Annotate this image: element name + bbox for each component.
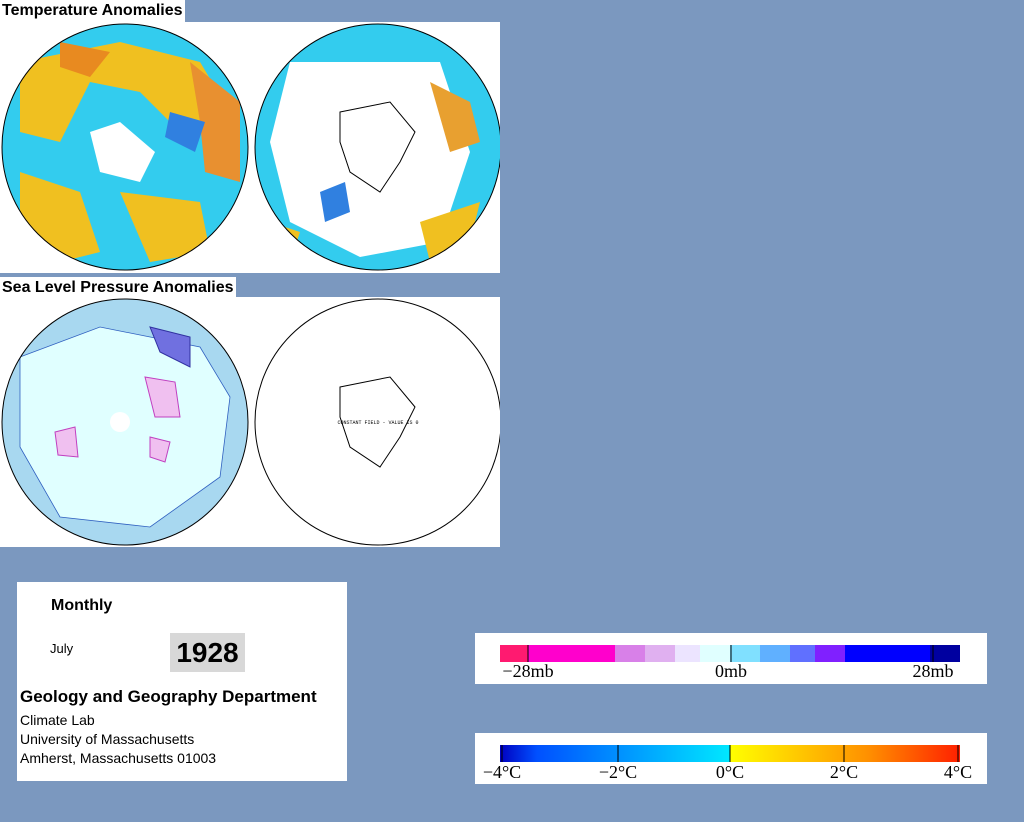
- temperature-title: Temperature Anomalies: [0, 0, 185, 22]
- scale-label: 0°C: [716, 762, 744, 782]
- info-panel: Monthly July 1928 Geology and Geography …: [17, 582, 347, 781]
- scale-label: 0mb: [715, 661, 747, 681]
- department: Geology and Geography Department: [20, 687, 317, 706]
- year: 1928: [170, 633, 245, 672]
- color-segment: [645, 645, 675, 662]
- info-line: Climate Lab: [20, 712, 95, 728]
- color-segment: [845, 645, 930, 662]
- scale-label: −2°C: [599, 762, 637, 782]
- pressure-colorbar: −28mb 0mb 28mb: [475, 633, 987, 684]
- color-segment: [730, 645, 760, 662]
- color-segment: [675, 645, 700, 662]
- color-segment: [930, 645, 960, 662]
- color-segment: [528, 645, 615, 662]
- info-line: Amherst, Massachusetts 01003: [20, 750, 217, 766]
- pressure-title: Sea Level Pressure Anomalies: [0, 277, 236, 299]
- constant-field-note: CONSTANT FIELD - VALUE IS 0: [337, 420, 418, 426]
- scale-label: −28mb: [502, 661, 553, 681]
- color-segment: [700, 645, 730, 662]
- temperature-colorbar: −4°C −2°C 0°C 2°C 4°C: [475, 733, 987, 784]
- scale-label: 28mb: [912, 661, 953, 681]
- month: July: [50, 641, 74, 656]
- color-segment: [500, 645, 528, 662]
- color-segment: [615, 645, 645, 662]
- period: Monthly: [51, 597, 113, 614]
- temperature-maps: [0, 22, 500, 273]
- color-segment: [790, 645, 815, 662]
- color-segment: [760, 645, 790, 662]
- scale-label: 2°C: [830, 762, 858, 782]
- scale-label: −4°C: [483, 762, 521, 782]
- pressure-maps: CONSTANT FIELD - VALUE IS 0: [0, 297, 500, 547]
- info-line: University of Massachusetts: [20, 731, 195, 747]
- color-segment: [815, 645, 845, 662]
- scale-label: 4°C: [944, 762, 972, 782]
